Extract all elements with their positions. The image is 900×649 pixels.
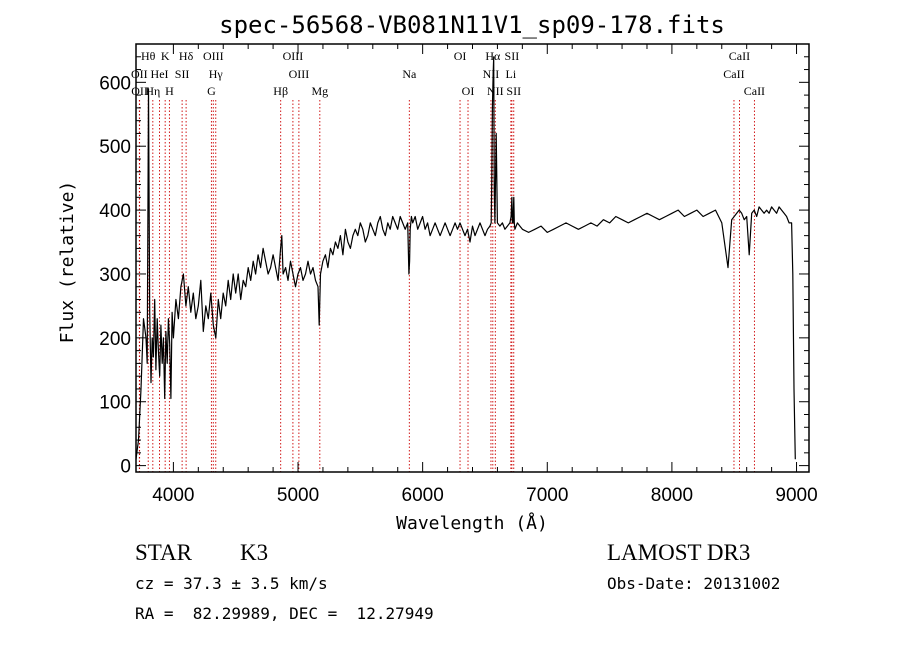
- line-marker-label: Li: [506, 67, 517, 81]
- line-marker-label: Hδ: [179, 49, 194, 63]
- line-marker-label: OIII: [203, 49, 224, 63]
- y-tick-label: 500: [99, 137, 131, 158]
- line-marker-label: Hθ: [141, 49, 156, 63]
- line-marker-label: Mg: [311, 84, 328, 98]
- line-marker-label: Hα: [485, 49, 501, 63]
- chart-title: spec-56568-VB081N11V1_sp09-178.fits: [219, 11, 725, 39]
- line-marker-label: SII: [175, 67, 190, 81]
- line-marker-label: OI: [454, 49, 467, 63]
- line-marker-label: CaII: [744, 84, 765, 98]
- x-tick-label: 9000: [775, 485, 817, 506]
- line-marker-label: OI: [462, 84, 475, 98]
- line-marker-label: NII: [483, 67, 500, 81]
- sky-coordinates: RA = 82.29989, DEC = 12.27949: [135, 604, 434, 623]
- spectrum-line: [135, 56, 796, 460]
- line-marker-label: HeI: [151, 67, 169, 81]
- line-marker-label: OIII: [289, 67, 310, 81]
- object-subclass: K3: [240, 540, 269, 565]
- y-tick-label: 0: [120, 457, 131, 478]
- x-axis-label: Wavelength (Å): [396, 512, 548, 534]
- line-marker-label: OII: [131, 67, 148, 81]
- x-tick-label: 5000: [277, 485, 319, 506]
- survey-name: LAMOST DR3: [607, 540, 751, 565]
- line-marker-label: K: [161, 49, 170, 63]
- y-axis-label: Flux (relative): [57, 181, 78, 344]
- y-tick-label: 600: [99, 73, 131, 94]
- redshift-velocity: cz = 37.3 ± 3.5 km/s: [135, 574, 328, 593]
- line-marker-label: CaII: [729, 49, 750, 63]
- line-marker-label: SII: [506, 84, 521, 98]
- line-marker-label: NII: [487, 84, 504, 98]
- line-marker-label: SII: [505, 49, 520, 63]
- line-marker-label: Hγ: [209, 67, 224, 81]
- line-marker-label: G: [207, 84, 216, 98]
- spectrum-series: [135, 56, 796, 460]
- x-tick-label: 6000: [402, 485, 444, 506]
- line-marker-label: Na: [402, 67, 417, 81]
- x-tick-label: 8000: [651, 485, 693, 506]
- line-marker-label: OIII: [283, 49, 304, 63]
- observation-date: Obs-Date: 20131002: [607, 574, 781, 593]
- line-marker-label: Hβ: [273, 84, 288, 98]
- y-tick-label: 300: [99, 265, 131, 286]
- axes: 4000 5000 6000 7000 8000 9000 0 100 200 300 400 500…: [99, 44, 818, 506]
- y-tick-label: 400: [99, 201, 131, 222]
- line-marker-label: Hη: [145, 84, 160, 98]
- line-marker-label: H: [165, 84, 174, 98]
- object-class: STAR: [135, 540, 192, 565]
- x-tick-label: 4000: [152, 485, 194, 506]
- line-marker-label: CaII: [723, 67, 744, 81]
- y-tick-label: 100: [99, 393, 131, 414]
- plot-frame: [135, 43, 810, 473]
- x-tick-label: 7000: [526, 485, 568, 506]
- y-tick-label: 200: [99, 329, 131, 350]
